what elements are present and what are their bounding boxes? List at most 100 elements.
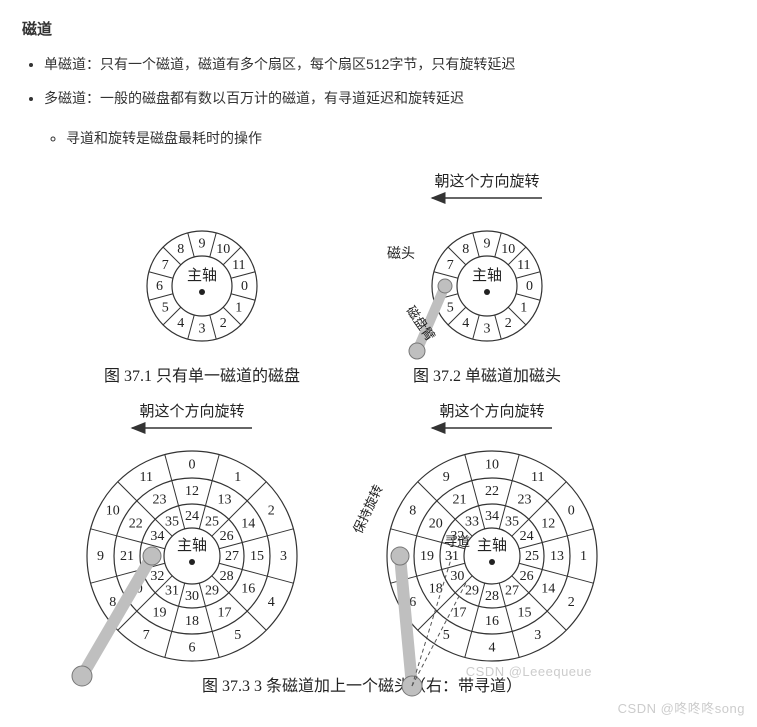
svg-text:5: 5 <box>443 629 450 644</box>
svg-text:23: 23 <box>153 493 167 508</box>
svg-text:1: 1 <box>235 301 242 316</box>
svg-text:24: 24 <box>520 529 534 544</box>
svg-text:图 37.1 只有单一磁道的磁盘: 图 37.1 只有单一磁道的磁盘 <box>104 366 300 385</box>
svg-text:6: 6 <box>189 641 196 656</box>
diagram-area: 01234567891011主轴图 37.1 只有单一磁道的磁盘朝这个方向旋转0… <box>22 166 735 709</box>
svg-text:27: 27 <box>225 549 239 564</box>
svg-text:22: 22 <box>485 484 499 499</box>
svg-text:1: 1 <box>580 549 587 564</box>
svg-text:1: 1 <box>234 470 241 485</box>
svg-text:30: 30 <box>450 569 464 584</box>
svg-text:12: 12 <box>185 484 199 499</box>
heading: 磁道 <box>22 18 735 39</box>
svg-text:11: 11 <box>517 258 530 273</box>
svg-text:保持旋转: 保持旋转 <box>350 483 386 536</box>
svg-text:14: 14 <box>241 517 255 532</box>
svg-text:4: 4 <box>177 316 184 331</box>
svg-text:朝这个方向旋转: 朝这个方向旋转 <box>434 173 539 190</box>
svg-text:26: 26 <box>520 569 534 584</box>
svg-text:7: 7 <box>162 258 169 273</box>
svg-text:29: 29 <box>205 584 219 599</box>
bullet-text: 一般的磁盘都有数以百万计的磁道，有寻道延迟和旋转延迟 <box>100 90 464 106</box>
svg-text:9: 9 <box>199 237 206 252</box>
svg-text:3: 3 <box>534 629 541 644</box>
svg-text:12: 12 <box>541 517 555 532</box>
svg-text:34: 34 <box>485 509 499 524</box>
svg-text:寻道: 寻道 <box>444 534 470 549</box>
svg-text:磁头: 磁头 <box>387 246 415 262</box>
svg-text:23: 23 <box>518 493 532 508</box>
svg-text:2: 2 <box>220 316 227 331</box>
watermark: CSDN @咚咚咚song <box>618 698 745 717</box>
svg-text:4: 4 <box>462 316 469 331</box>
bullet-label: 单磁道： <box>44 56 100 72</box>
svg-text:18: 18 <box>185 614 199 629</box>
svg-text:主轴: 主轴 <box>477 537 507 554</box>
svg-text:13: 13 <box>218 493 232 508</box>
svg-text:28: 28 <box>220 569 234 584</box>
svg-text:9: 9 <box>443 470 450 485</box>
svg-text:0: 0 <box>568 504 575 519</box>
svg-text:19: 19 <box>153 606 167 621</box>
svg-text:4: 4 <box>268 595 275 610</box>
svg-text:17: 17 <box>453 606 467 621</box>
svg-text:17: 17 <box>218 606 232 621</box>
svg-text:34: 34 <box>150 529 164 544</box>
disk-diagram-svg: 01234567891011主轴图 37.1 只有单一磁道的磁盘朝这个方向旋转0… <box>22 166 702 706</box>
svg-text:主轴: 主轴 <box>472 267 502 284</box>
svg-text:18: 18 <box>429 582 443 597</box>
svg-text:5: 5 <box>234 629 241 644</box>
svg-text:3: 3 <box>484 322 491 337</box>
svg-text:25: 25 <box>205 515 219 530</box>
svg-text:9: 9 <box>484 237 491 252</box>
bullet-text: 只有一个磁道，磁道有多个扇区，每个扇区512字节，只有旋转延迟 <box>100 56 515 72</box>
svg-text:11: 11 <box>140 470 153 485</box>
svg-text:2: 2 <box>268 504 275 519</box>
watermark-overlay: CSDN @Leeequeue <box>466 664 592 679</box>
svg-text:21: 21 <box>453 493 467 508</box>
svg-text:16: 16 <box>241 582 255 597</box>
bullet-list: 单磁道：只有一个磁道，磁道有多个扇区，每个扇区512字节，只有旋转延迟 多磁道：… <box>22 53 735 150</box>
svg-text:0: 0 <box>241 279 248 294</box>
svg-text:15: 15 <box>250 549 264 564</box>
svg-text:30: 30 <box>185 589 199 604</box>
svg-text:24: 24 <box>185 509 199 524</box>
svg-text:25: 25 <box>525 549 539 564</box>
bullet-item: 单磁道：只有一个磁道，磁道有多个扇区，每个扇区512字节，只有旋转延迟 <box>44 53 735 77</box>
svg-text:主轴: 主轴 <box>187 267 217 284</box>
bullet-item: 多磁道：一般的磁盘都有数以百万计的磁道，有寻道延迟和旋转延迟 寻道和旋转是磁盘最… <box>44 87 735 151</box>
svg-text:主轴: 主轴 <box>177 537 207 554</box>
svg-text:7: 7 <box>143 629 150 644</box>
svg-text:7: 7 <box>447 258 454 273</box>
svg-text:5: 5 <box>447 301 454 316</box>
svg-text:28: 28 <box>485 589 499 604</box>
svg-text:图 37.2 单磁道加磁头: 图 37.2 单磁道加磁头 <box>413 367 561 385</box>
svg-text:11: 11 <box>531 470 544 485</box>
svg-text:16: 16 <box>485 614 499 629</box>
bullet-subitem: 寻道和旋转是磁盘最耗时的操作 <box>66 127 735 151</box>
svg-text:35: 35 <box>505 515 519 530</box>
svg-text:33: 33 <box>465 515 479 530</box>
svg-text:0: 0 <box>526 279 533 294</box>
svg-text:0: 0 <box>189 458 196 473</box>
svg-text:8: 8 <box>177 243 184 258</box>
svg-text:10: 10 <box>216 243 230 258</box>
svg-text:29: 29 <box>465 584 479 599</box>
svg-text:31: 31 <box>165 584 179 599</box>
svg-text:2: 2 <box>568 595 575 610</box>
svg-text:22: 22 <box>129 517 143 532</box>
svg-text:20: 20 <box>429 517 443 532</box>
svg-text:1: 1 <box>520 301 527 316</box>
bullet-label: 多磁道： <box>44 90 100 106</box>
svg-text:3: 3 <box>280 549 287 564</box>
svg-text:10: 10 <box>485 458 499 473</box>
svg-text:11: 11 <box>232 258 245 273</box>
svg-text:8: 8 <box>462 243 469 258</box>
svg-text:8: 8 <box>409 504 416 519</box>
svg-text:27: 27 <box>505 584 519 599</box>
svg-text:6: 6 <box>156 279 163 294</box>
svg-text:15: 15 <box>518 606 532 621</box>
svg-text:21: 21 <box>120 549 134 564</box>
svg-text:14: 14 <box>541 582 555 597</box>
svg-text:5: 5 <box>162 301 169 316</box>
